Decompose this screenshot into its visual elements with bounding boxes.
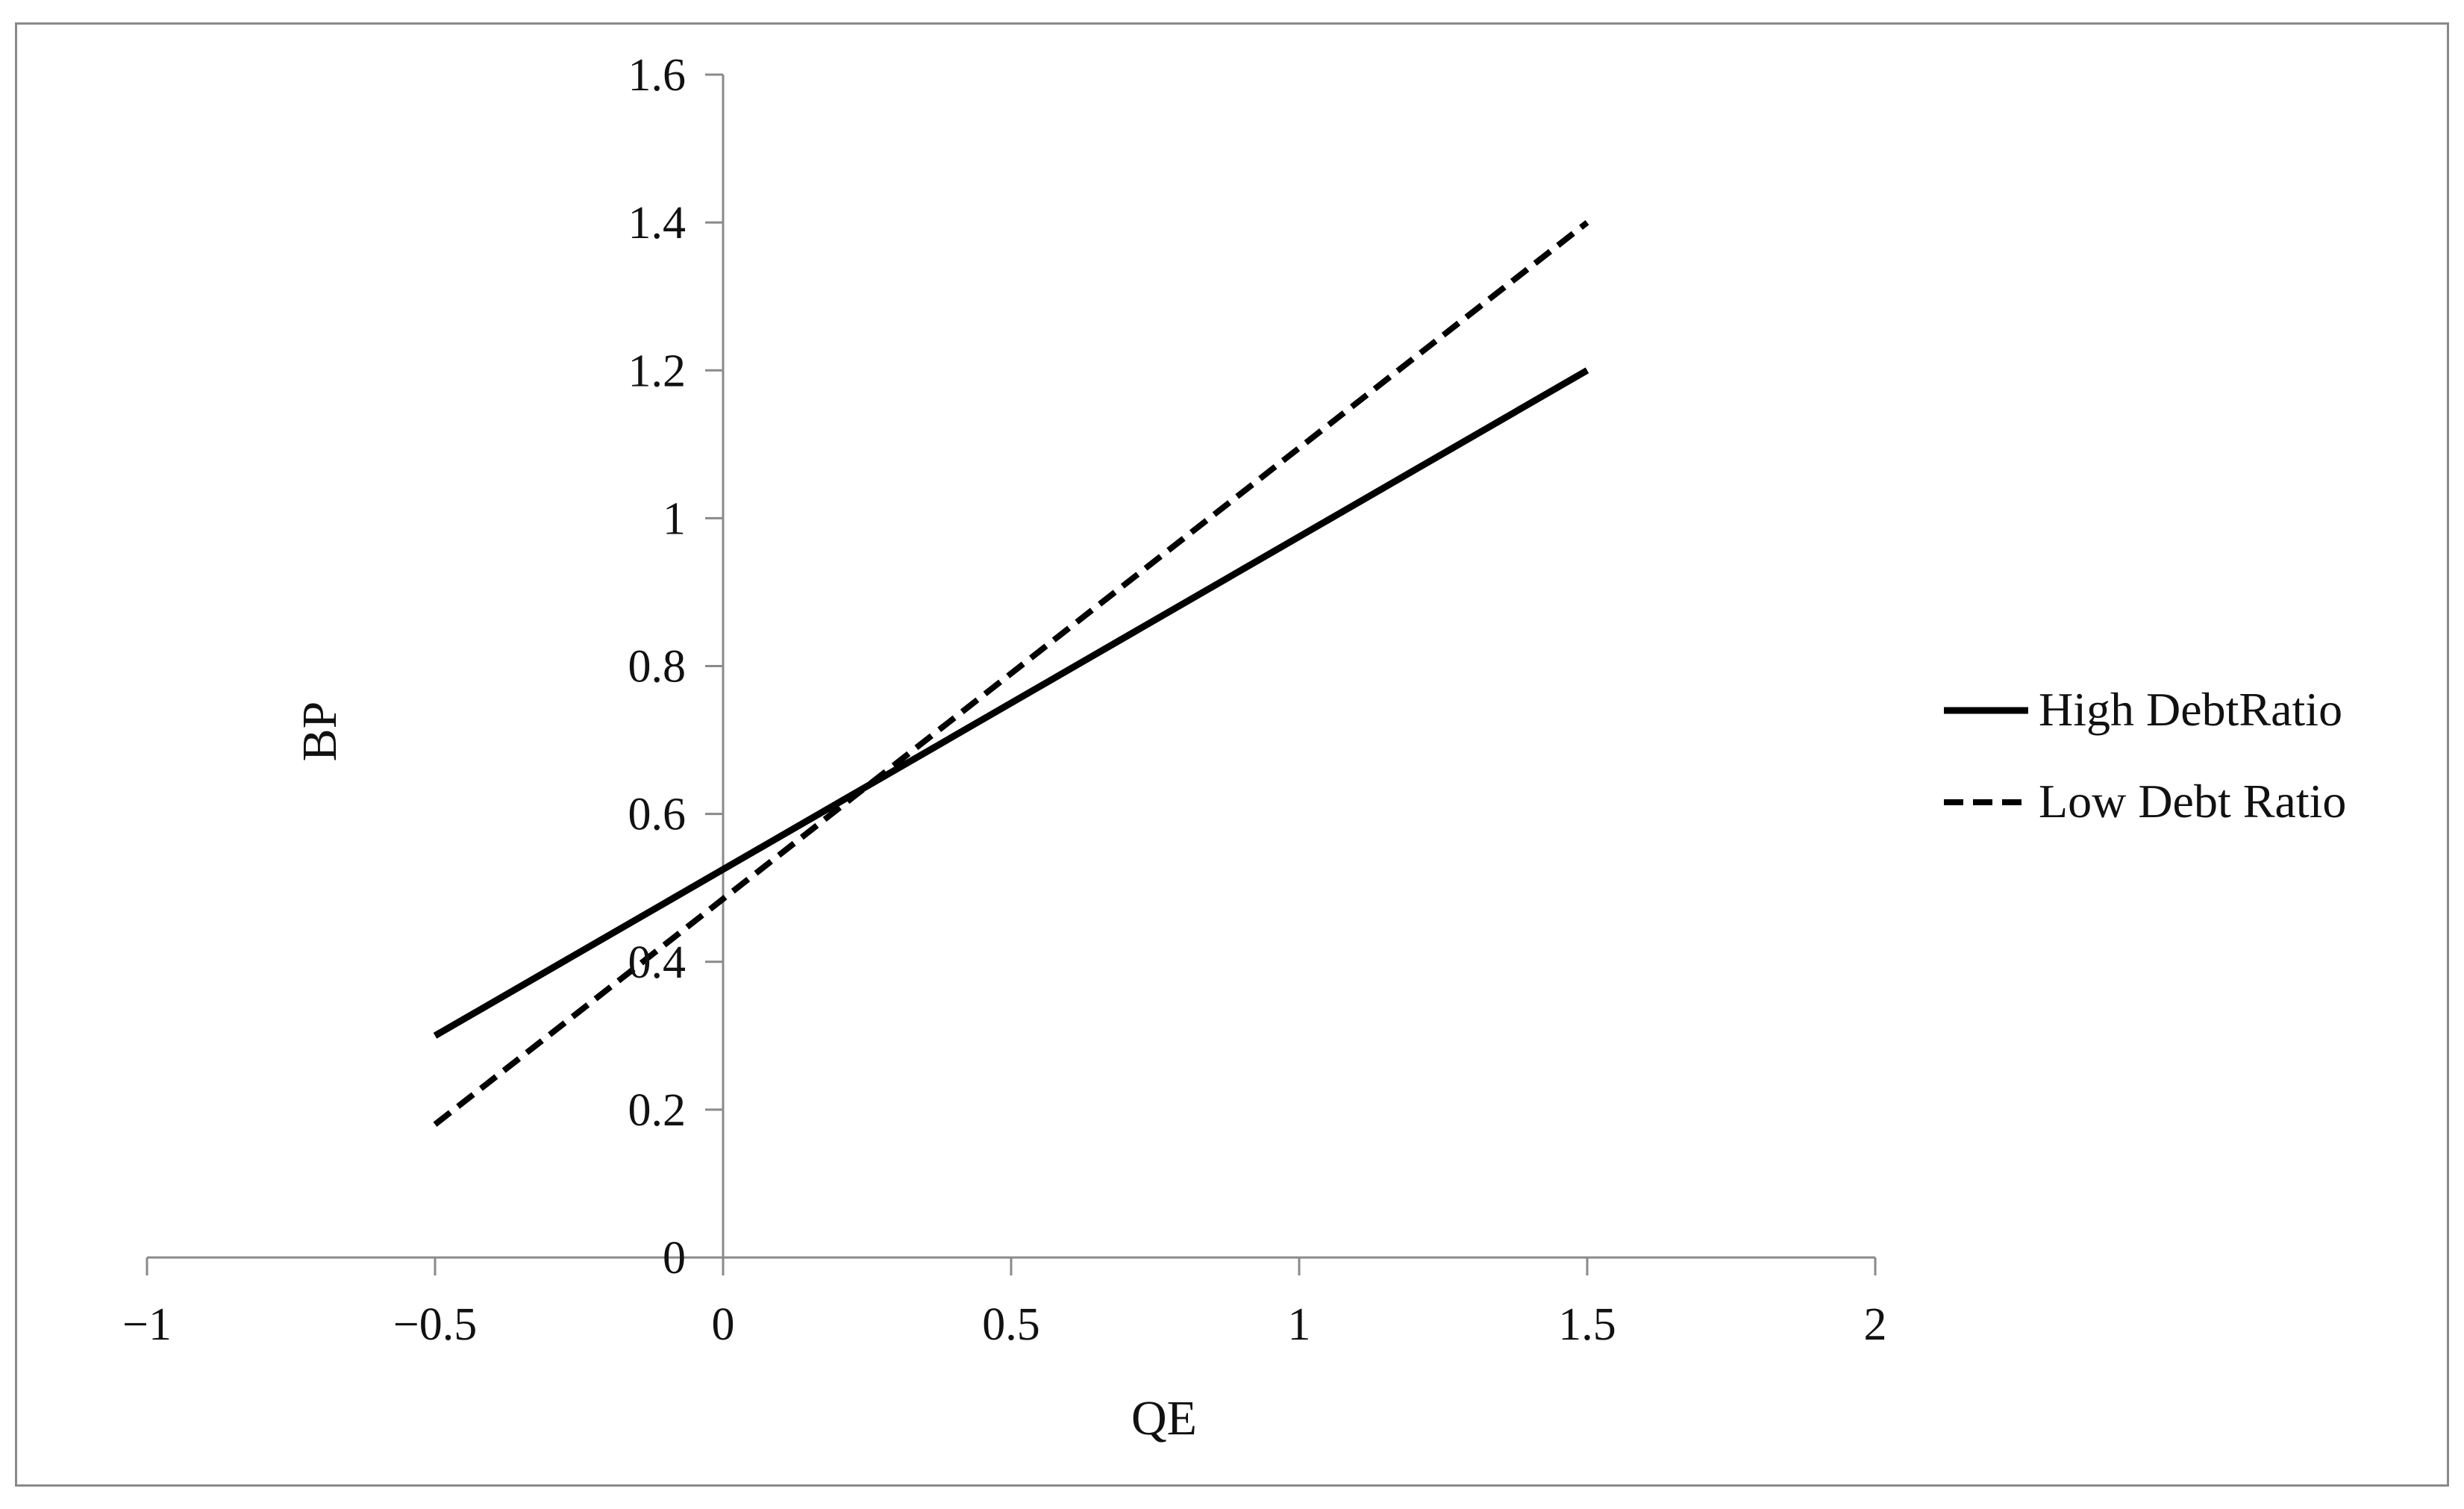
x-tick-label: 2 [1864, 1299, 1887, 1350]
x-tick-label: −0.5 [393, 1299, 477, 1350]
y-tick-label: 0.6 [628, 790, 687, 840]
y-tick-label: 1.6 [628, 50, 687, 101]
legend-label-low-debt-ratio: Low Debt Ratio [2039, 775, 2346, 828]
x-tick-label: 1.5 [1558, 1299, 1616, 1350]
series-line-high-debt-ratio [433, 367, 1589, 1039]
y-tick-label: 1 [663, 493, 686, 544]
axes [146, 73, 1877, 1275]
x-axis-title: QE [1131, 1391, 1197, 1446]
y-tick-label: 0.8 [628, 642, 687, 693]
tick-labels: −1 −0.5 0 0.5 1 1.5 2 0 0.2 0.4 0.6 0.8 1 1.2 1.4 1.6 [122, 50, 1886, 1350]
legend: High DebtRatio Low Debt Ratio [1944, 683, 2346, 828]
y-axis-title: BP [293, 702, 347, 762]
y-tick-label: 1.4 [628, 198, 687, 249]
x-tick-label: 0 [712, 1299, 735, 1350]
plot-area [433, 219, 1589, 1127]
y-tick-label: 0 [663, 1233, 686, 1284]
chart-frame [15, 22, 2449, 1487]
x-tick-label: 0.5 [982, 1299, 1040, 1350]
y-tick-label: 0.4 [628, 937, 687, 988]
series-line-low-debt-ratio [433, 219, 1589, 1127]
y-tick-label: 0.2 [628, 1085, 687, 1136]
y-tick-label: 1.2 [628, 346, 687, 396]
legend-label-high-debt-ratio: High DebtRatio [2039, 683, 2342, 736]
x-tick-label: 1 [1288, 1299, 1311, 1350]
x-tick-label: −1 [122, 1299, 172, 1350]
